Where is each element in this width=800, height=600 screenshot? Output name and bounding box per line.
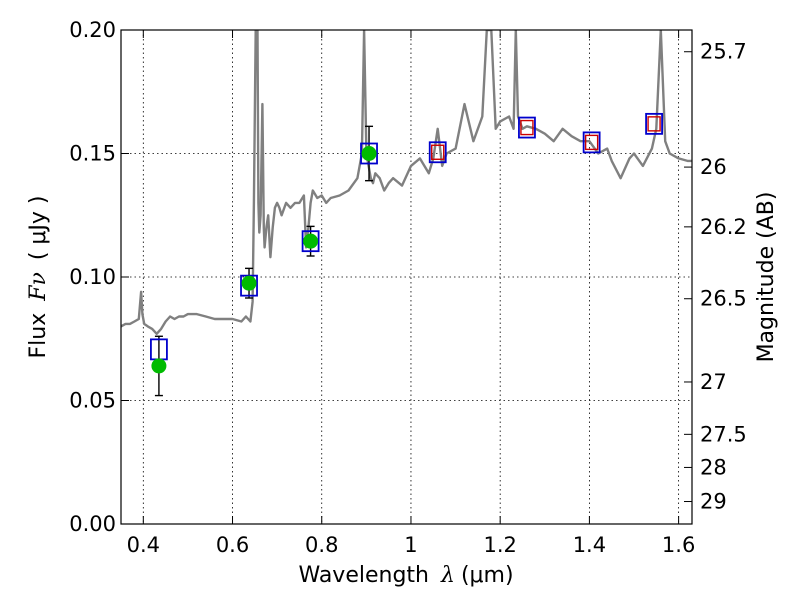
x-axis-label-prefix: Wavelength (298, 563, 429, 588)
model-point-square (582, 131, 601, 154)
y-tick-label: 0.00 (69, 512, 116, 536)
observed-point (151, 358, 167, 374)
x-axis-label-symbol: λ (440, 563, 455, 588)
y-tick-label: 0.10 (69, 265, 116, 289)
y-tick-label: 0.20 (69, 18, 116, 42)
y2-tick-label: 28 (700, 455, 727, 479)
y2-axis-label: Magnitude (AB) (754, 192, 779, 363)
x-axis-label-unit: (μm) (461, 563, 514, 588)
model-ir-point-square (584, 134, 599, 151)
model-ir-point-square (520, 119, 534, 136)
x-tick-label: 0.4 (127, 533, 160, 557)
model-point-square (645, 112, 663, 135)
x-tick-label: 0.8 (305, 533, 338, 557)
y-axis-label-prefix: Flux (26, 313, 51, 359)
observed-point (303, 233, 319, 249)
model-ir-point-square (431, 144, 445, 160)
model-point-square (301, 230, 320, 253)
y2-tick-label: 26 (700, 155, 727, 179)
x-tick-label: 1.2 (483, 533, 516, 557)
model-point-square (240, 274, 258, 297)
y-axis-label-unit: ( μJy ) (26, 195, 51, 260)
y2-tick-label: 26.5 (700, 287, 747, 311)
ticks: 0.4 0.6 0.8 1 1.2 1.4 1.6 0.00 0.05 0.10 0.15 0.20 2… (69, 18, 747, 557)
y2-tick-label: 29 (700, 490, 727, 514)
model-point-square (360, 142, 378, 165)
x-axis-label: Wavelength λ (μm) (298, 563, 513, 588)
y-axis-label-symbol: Fν (26, 272, 51, 302)
y2-tick-label: 26.2 (700, 215, 747, 239)
observed-point (361, 146, 377, 161)
observed-point (241, 275, 257, 291)
x-tick-label: 1.6 (662, 533, 695, 557)
photometry-layer (150, 112, 663, 397)
x-tick-label: 1 (404, 533, 417, 557)
model-point-square (518, 116, 536, 139)
y2-tick-label: 25.7 (700, 40, 747, 64)
y-tick-label: 0.15 (69, 142, 116, 166)
y2-tick-label: 27.5 (700, 422, 747, 446)
y2-tick-label: 27 (700, 370, 727, 394)
spectrum-layer (121, 30, 692, 335)
y-axis-label: Flux Fν ( μJy ) (26, 195, 51, 358)
x-tick-label: 1.4 (573, 533, 606, 557)
model-ir-point-square (647, 116, 661, 132)
model-point-square (428, 141, 447, 164)
spectrum-line (121, 30, 692, 335)
y-tick-label: 0.05 (69, 389, 116, 413)
x-tick-label: 0.6 (216, 533, 249, 557)
